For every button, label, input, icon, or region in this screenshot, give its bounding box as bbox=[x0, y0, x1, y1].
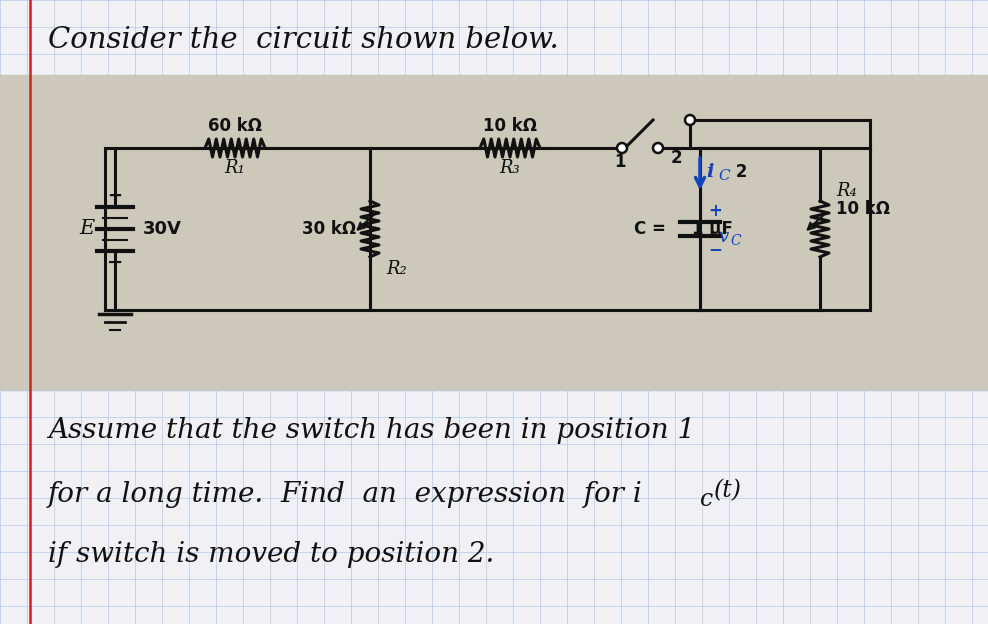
Text: 1: 1 bbox=[615, 153, 625, 171]
Text: Consider the  circuit shown below.: Consider the circuit shown below. bbox=[48, 26, 559, 54]
Text: v: v bbox=[718, 228, 728, 246]
Text: −: − bbox=[107, 253, 124, 271]
Text: 10 kΩ: 10 kΩ bbox=[836, 200, 890, 218]
Circle shape bbox=[685, 115, 695, 125]
Text: 30V: 30V bbox=[143, 220, 182, 238]
Text: i: i bbox=[706, 163, 713, 181]
Text: 10 kΩ: 10 kΩ bbox=[483, 117, 537, 135]
Text: R₄: R₄ bbox=[836, 182, 857, 200]
Text: 1 μF: 1 μF bbox=[692, 220, 733, 238]
Text: E: E bbox=[80, 220, 95, 238]
Text: C: C bbox=[730, 234, 741, 248]
Text: 2: 2 bbox=[670, 149, 682, 167]
Text: C: C bbox=[718, 169, 729, 183]
Text: 2: 2 bbox=[730, 163, 747, 181]
Text: 60 kΩ: 60 kΩ bbox=[208, 117, 262, 135]
Text: for a long time.  Find  an  expression  for i: for a long time. Find an expression for … bbox=[48, 482, 643, 509]
Circle shape bbox=[617, 143, 627, 153]
Bar bbox=[0, 75, 988, 390]
Text: +: + bbox=[108, 187, 123, 205]
Text: c: c bbox=[700, 487, 713, 510]
Text: Assume that the switch has been in position 1: Assume that the switch has been in posit… bbox=[48, 416, 696, 444]
Text: (t): (t) bbox=[714, 479, 742, 502]
Text: C =: C = bbox=[634, 220, 672, 238]
Text: R₃: R₃ bbox=[500, 159, 521, 177]
Text: R₁: R₁ bbox=[224, 159, 245, 177]
Text: if switch is moved to position 2.: if switch is moved to position 2. bbox=[48, 542, 494, 568]
Text: R₂: R₂ bbox=[386, 260, 407, 278]
Text: 30 kΩ: 30 kΩ bbox=[302, 220, 356, 238]
Circle shape bbox=[653, 143, 663, 153]
Text: −: − bbox=[708, 240, 722, 258]
Text: +: + bbox=[708, 202, 722, 220]
